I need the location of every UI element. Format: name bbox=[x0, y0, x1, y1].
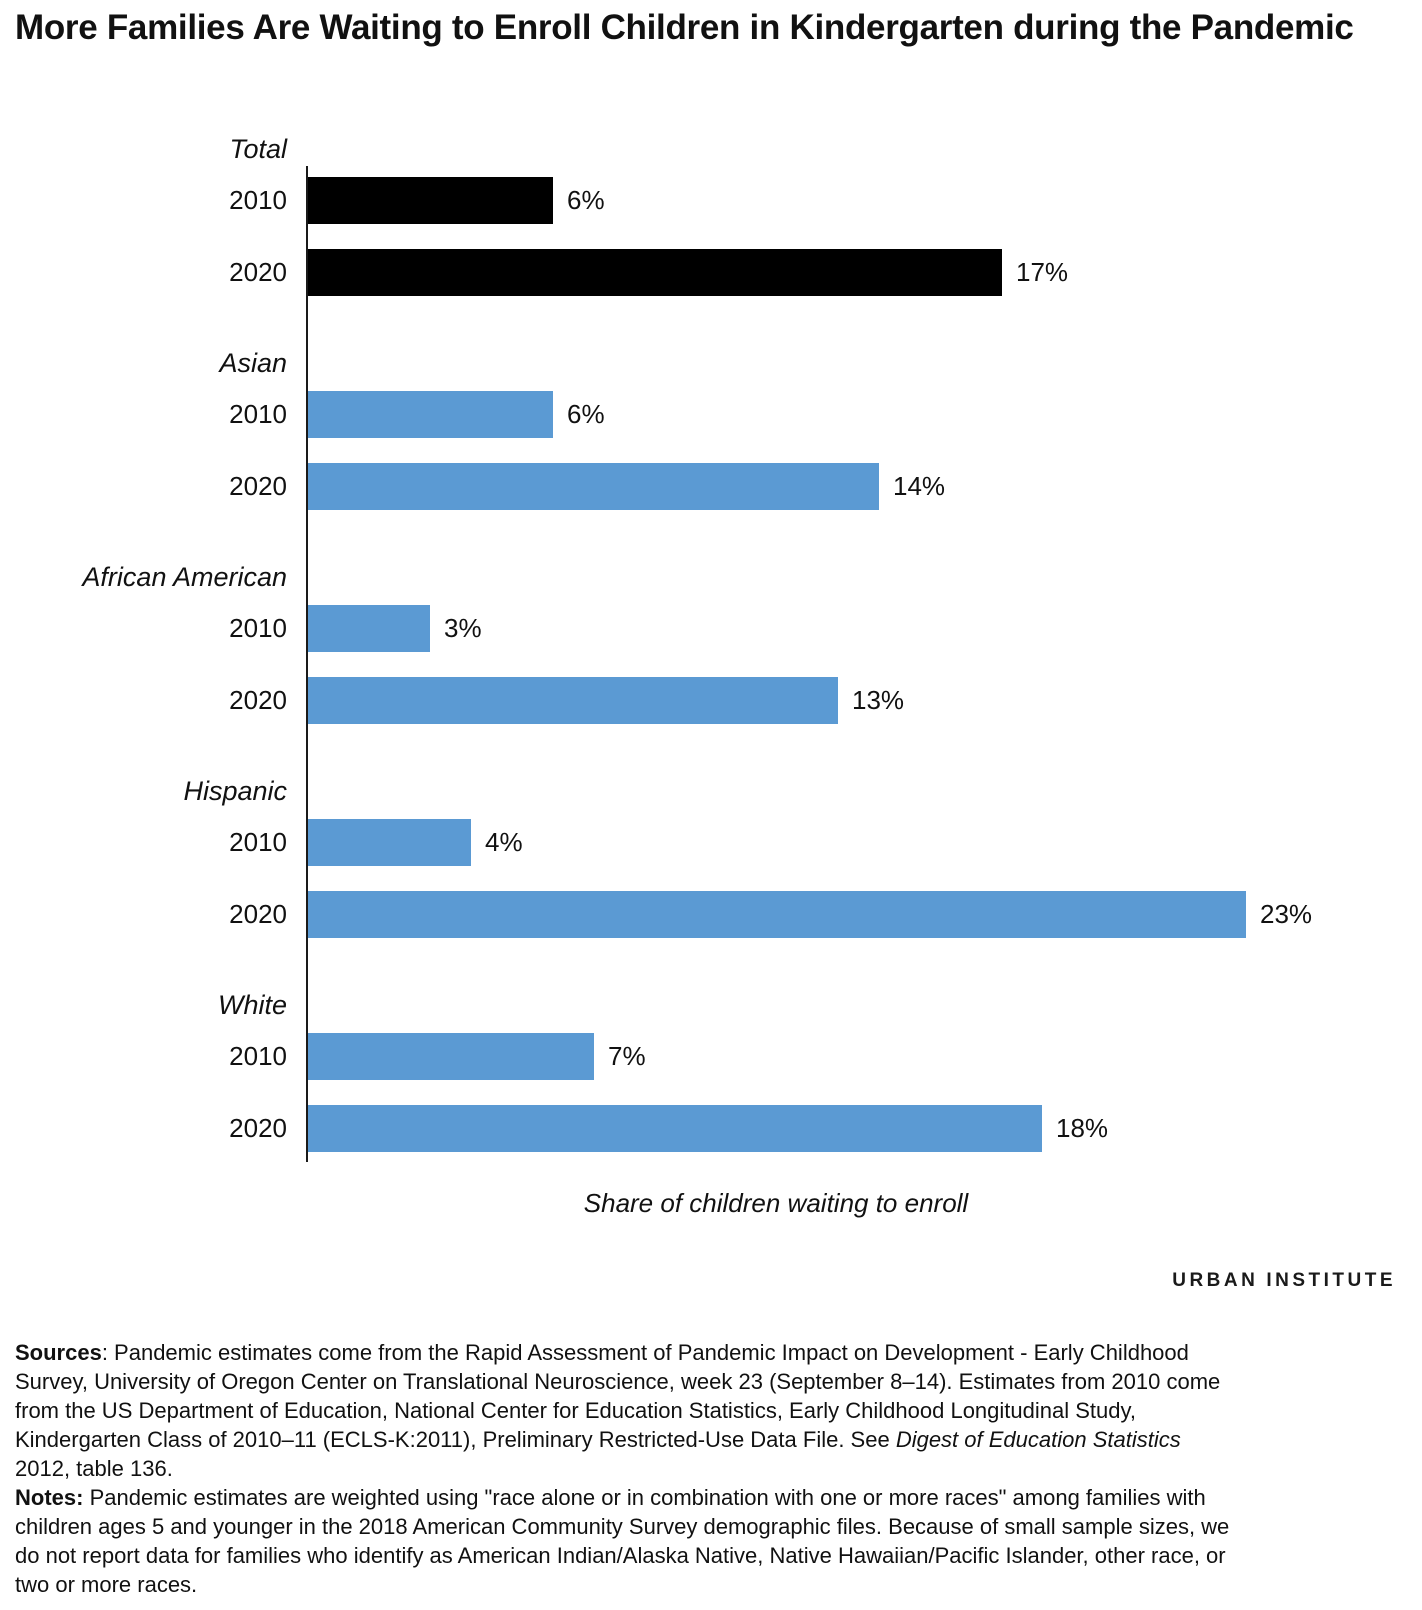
year-tick-label: 2010 bbox=[229, 399, 287, 429]
value-label: 4% bbox=[485, 827, 523, 857]
bar-chart: Total 2010 6% 2020 17% Asian 2010 6% 2020 14% Afri… bbox=[0, 133, 1422, 1173]
group-label: African American bbox=[82, 562, 287, 592]
bar-total-2010 bbox=[308, 177, 553, 224]
group-label: Asian bbox=[219, 348, 287, 378]
bar-row: 2020 18% bbox=[0, 1105, 1422, 1152]
logo-word-institute: INSTITUTE bbox=[1266, 1270, 1396, 1291]
bar-african-american-2020 bbox=[308, 677, 838, 724]
group-label: Hispanic bbox=[183, 776, 287, 806]
bar-row: 2020 13% bbox=[0, 677, 1422, 724]
sources-segment: Sources bbox=[15, 1340, 102, 1365]
year-tick-label: 2010 bbox=[229, 613, 287, 643]
bar-row: 2010 3% bbox=[0, 605, 1422, 652]
y-axis-line bbox=[306, 166, 308, 1162]
sources-paragraph: Sources: Pandemic estimates come from th… bbox=[15, 1338, 1230, 1483]
year-tick-label: 2020 bbox=[229, 257, 287, 287]
value-label: 3% bbox=[444, 613, 482, 643]
year-tick-label: 2020 bbox=[229, 899, 287, 929]
bar-row: 2020 14% bbox=[0, 463, 1422, 510]
group-label: Total bbox=[229, 134, 287, 164]
year-tick-label: 2010 bbox=[229, 1041, 287, 1071]
source-notes-text: Sources: Pandemic estimates come from th… bbox=[15, 1338, 1230, 1599]
bar-hispanic-2010 bbox=[308, 819, 471, 866]
bar-african-american-2010 bbox=[308, 605, 430, 652]
bar-row: 2010 7% bbox=[0, 1033, 1422, 1080]
chart-group-total: Total 2010 6% 2020 17% bbox=[0, 133, 1422, 347]
notes-paragraph: Notes: Pandemic estimates are weighted u… bbox=[15, 1483, 1230, 1599]
sources-segment: Digest of Education Statistics bbox=[895, 1427, 1181, 1452]
value-label: 18% bbox=[1056, 1113, 1109, 1143]
sources-segment: : Pandemic estimates come from the Rapid… bbox=[15, 1340, 1221, 1452]
value-label: 7% bbox=[608, 1041, 646, 1071]
year-tick-label: 2020 bbox=[229, 471, 287, 501]
bar-total-2020 bbox=[308, 249, 1002, 296]
value-label: 23% bbox=[1260, 899, 1313, 929]
bar-row: 2010 6% bbox=[0, 391, 1422, 438]
notes-segment: Pandemic estimates are weighted using "r… bbox=[15, 1485, 1230, 1597]
chart-group-hispanic: Hispanic 2010 4% 2020 23% bbox=[0, 775, 1422, 989]
notes-segment: Notes: bbox=[15, 1485, 84, 1510]
bar-row: 2020 17% bbox=[0, 249, 1422, 296]
logo-word-urban: URBAN bbox=[1172, 1270, 1259, 1291]
x-axis-label: Share of children waiting to enroll bbox=[583, 1188, 969, 1218]
bar-white-2010 bbox=[308, 1033, 594, 1080]
chart-title: More Families Are Waiting to Enroll Chil… bbox=[15, 8, 1354, 47]
chart-group-white: White 2010 7% 2020 18% bbox=[0, 989, 1422, 1203]
value-label: 17% bbox=[1016, 257, 1069, 287]
bar-row: 2020 23% bbox=[0, 891, 1422, 938]
chart-group-asian: Asian 2010 6% 2020 14% bbox=[0, 347, 1422, 561]
bar-asian-2010 bbox=[308, 391, 553, 438]
bar-row: 2010 4% bbox=[0, 819, 1422, 866]
value-label: 6% bbox=[567, 399, 605, 429]
year-tick-label: 2010 bbox=[229, 827, 287, 857]
bar-white-2020 bbox=[308, 1105, 1042, 1152]
group-label: White bbox=[217, 990, 287, 1020]
urban-institute-logo: URBAN INSTITUTE bbox=[0, 1270, 1396, 1292]
bar-row: 2010 6% bbox=[0, 177, 1422, 224]
chart-group-african-american: African American 2010 3% 2020 13% bbox=[0, 561, 1422, 775]
value-label: 13% bbox=[852, 685, 905, 715]
year-tick-label: 2020 bbox=[229, 685, 287, 715]
year-tick-label: 2020 bbox=[229, 1113, 287, 1143]
value-label: 6% bbox=[567, 185, 605, 215]
year-tick-label: 2010 bbox=[229, 185, 287, 215]
bar-hispanic-2020 bbox=[308, 891, 1246, 938]
bar-asian-2020 bbox=[308, 463, 879, 510]
sources-segment: 2012, table 136. bbox=[15, 1456, 173, 1481]
value-label: 14% bbox=[893, 471, 946, 501]
